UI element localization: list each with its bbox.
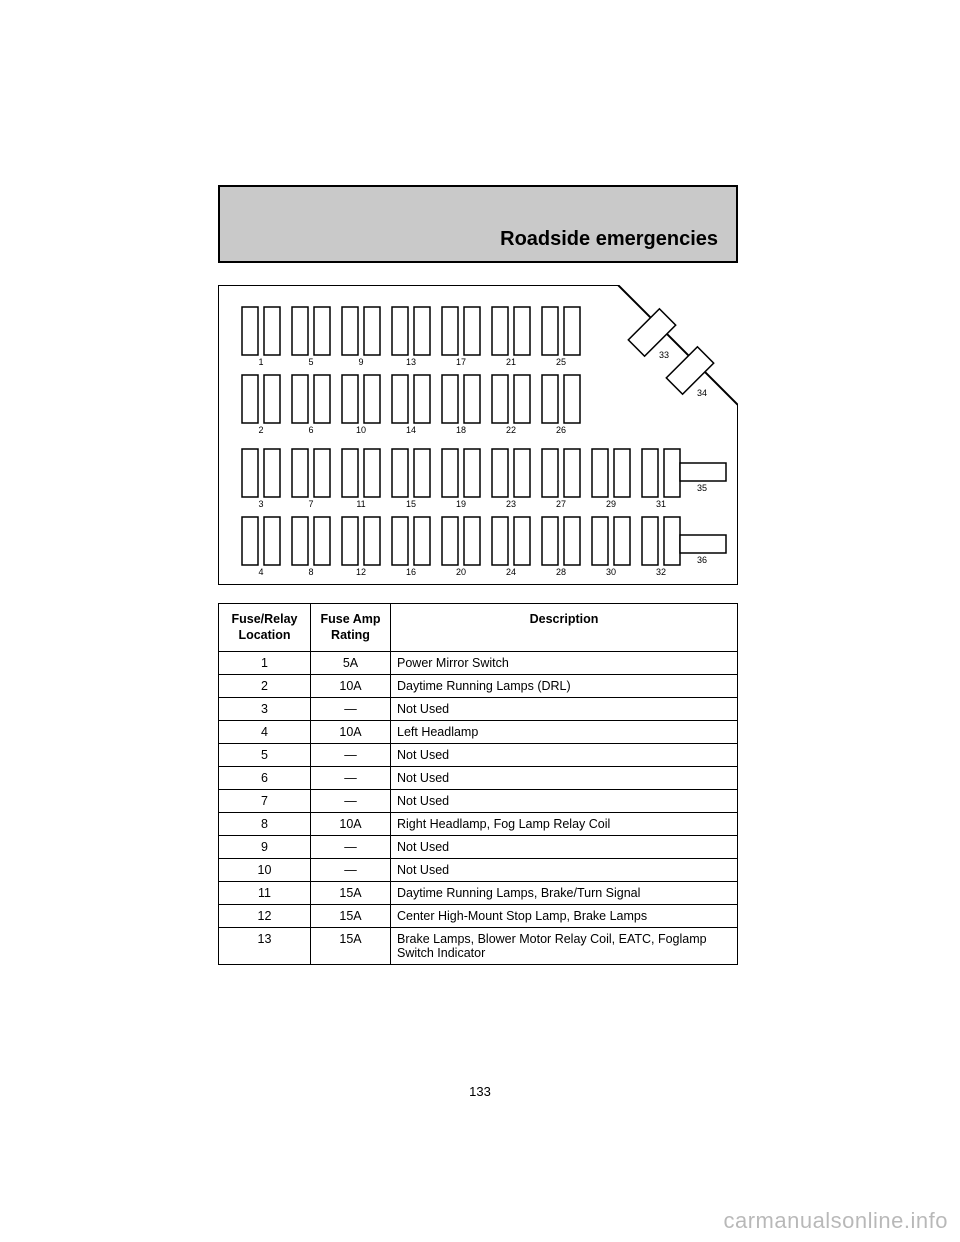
fuse-location-cell: 10 <box>219 859 311 882</box>
fuse-location-cell: 13 <box>219 928 311 965</box>
fuse-location-cell: 12 <box>219 905 311 928</box>
fuse-slot-label: 8 <box>299 567 323 577</box>
fuse-rating-cell: — <box>311 698 391 721</box>
fuse-rating-cell: 5A <box>311 652 391 675</box>
fuse-location-cell: 2 <box>219 675 311 698</box>
fuse-rating-cell: — <box>311 744 391 767</box>
fuse-slot-label: 5 <box>299 357 323 367</box>
table-row: 210ADaytime Running Lamps (DRL) <box>219 675 738 698</box>
fuse-rating-cell: 15A <box>311 882 391 905</box>
fuse-rating-cell: — <box>311 790 391 813</box>
fuse-description-cell: Daytime Running Lamps, Brake/Turn Signal <box>391 882 738 905</box>
fuse-slot-label: 35 <box>697 483 707 493</box>
title-bar: Roadside emergencies <box>218 185 738 263</box>
table-row: 810ARight Headlamp, Fog Lamp Relay Coil <box>219 813 738 836</box>
fuse-slot-label: 26 <box>549 425 573 435</box>
fuse-slot-label: 17 <box>449 357 473 367</box>
fuse-rating-cell: — <box>311 836 391 859</box>
page-number: 133 <box>469 1084 491 1099</box>
fuse-rating-cell: 15A <box>311 928 391 965</box>
table-header: Description <box>391 604 738 652</box>
fuse-rating-cell: — <box>311 859 391 882</box>
fuse-description-cell: Power Mirror Switch <box>391 652 738 675</box>
fuse-slot-label: 9 <box>349 357 373 367</box>
fuse-slot-label: 6 <box>299 425 323 435</box>
fuse-location-cell: 8 <box>219 813 311 836</box>
fuse-slot-label: 23 <box>499 499 523 509</box>
fuse-description-cell: Not Used <box>391 790 738 813</box>
fuse-slot-label: 12 <box>349 567 373 577</box>
fuse-location-cell: 3 <box>219 698 311 721</box>
table-row: 6—Not Used <box>219 767 738 790</box>
fuse-slot-label: 20 <box>449 567 473 577</box>
fuse-rating-cell: 10A <box>311 813 391 836</box>
table-row: 5—Not Used <box>219 744 738 767</box>
fuse-slot-label: 14 <box>399 425 423 435</box>
fuse-location-cell: 11 <box>219 882 311 905</box>
fuse-slot-label: 28 <box>549 567 573 577</box>
table-row: 15APower Mirror Switch <box>219 652 738 675</box>
fuse-rating-cell: — <box>311 767 391 790</box>
table-row: 9—Not Used <box>219 836 738 859</box>
fuse-slot-label: 7 <box>299 499 323 509</box>
fuse-location-cell: 6 <box>219 767 311 790</box>
fuse-slot-label: 34 <box>697 388 707 398</box>
fuse-description-cell: Not Used <box>391 836 738 859</box>
fuse-slot-label: 36 <box>697 555 707 565</box>
table-row: 410ALeft Headlamp <box>219 721 738 744</box>
fuse-slot-label: 21 <box>499 357 523 367</box>
title-text: Roadside emergencies <box>500 228 718 251</box>
fuse-slot-label: 31 <box>649 499 673 509</box>
fuse-description-cell: Not Used <box>391 767 738 790</box>
table-row: 1215ACenter High-Mount Stop Lamp, Brake … <box>219 905 738 928</box>
fuse-slot-label: 30 <box>599 567 623 577</box>
fuse-slot-label: 15 <box>399 499 423 509</box>
fuse-slot-label: 18 <box>449 425 473 435</box>
fuse-diagram: 1591317212526101418222637111519232729314… <box>218 285 738 585</box>
fuse-location-cell: 4 <box>219 721 311 744</box>
fuse-rating-cell: 10A <box>311 721 391 744</box>
fuse-rating-cell: 10A <box>311 675 391 698</box>
fuse-slot-label: 1 <box>249 357 273 367</box>
fuse-description-cell: Brake Lamps, Blower Motor Relay Coil, EA… <box>391 928 738 965</box>
table-header: Fuse/RelayLocation <box>219 604 311 652</box>
fuse-slot-label: 4 <box>249 567 273 577</box>
fuse-slot-label: 32 <box>649 567 673 577</box>
table-row: 1115ADaytime Running Lamps, Brake/Turn S… <box>219 882 738 905</box>
table-row: 1315ABrake Lamps, Blower Motor Relay Coi… <box>219 928 738 965</box>
table-header: Fuse AmpRating <box>311 604 391 652</box>
watermark-text: carmanualsonline.info <box>723 1208 948 1234</box>
fuse-description-cell: Daytime Running Lamps (DRL) <box>391 675 738 698</box>
table-row: 7—Not Used <box>219 790 738 813</box>
fuse-slot-label: 13 <box>399 357 423 367</box>
fuse-description-cell: Right Headlamp, Fog Lamp Relay Coil <box>391 813 738 836</box>
fuse-location-cell: 9 <box>219 836 311 859</box>
fuse-slot-label: 16 <box>399 567 423 577</box>
fuse-slot-label: 29 <box>599 499 623 509</box>
fuse-slot-label: 3 <box>249 499 273 509</box>
fuse-location-cell: 5 <box>219 744 311 767</box>
fuse-slot-label: 25 <box>549 357 573 367</box>
fuse-location-cell: 7 <box>219 790 311 813</box>
fuse-description-cell: Left Headlamp <box>391 721 738 744</box>
fuse-description-cell: Not Used <box>391 859 738 882</box>
table-row: 3—Not Used <box>219 698 738 721</box>
fuse-slot-label: 19 <box>449 499 473 509</box>
fuse-slot-label: 2 <box>249 425 273 435</box>
fuse-description-cell: Center High-Mount Stop Lamp, Brake Lamps <box>391 905 738 928</box>
fuse-location-cell: 1 <box>219 652 311 675</box>
fuse-slot-label: 10 <box>349 425 373 435</box>
fuse-slot-label: 33 <box>659 350 669 360</box>
fuse-rating-cell: 15A <box>311 905 391 928</box>
fuse-description-cell: Not Used <box>391 744 738 767</box>
fuse-description-cell: Not Used <box>391 698 738 721</box>
fuse-slot-label: 11 <box>349 499 373 509</box>
fuse-slot-label: 24 <box>499 567 523 577</box>
fuse-slot-label: 27 <box>549 499 573 509</box>
table-row: 10—Not Used <box>219 859 738 882</box>
fuse-slot-label: 22 <box>499 425 523 435</box>
fuse-table: Fuse/RelayLocationFuse AmpRatingDescript… <box>218 603 738 965</box>
